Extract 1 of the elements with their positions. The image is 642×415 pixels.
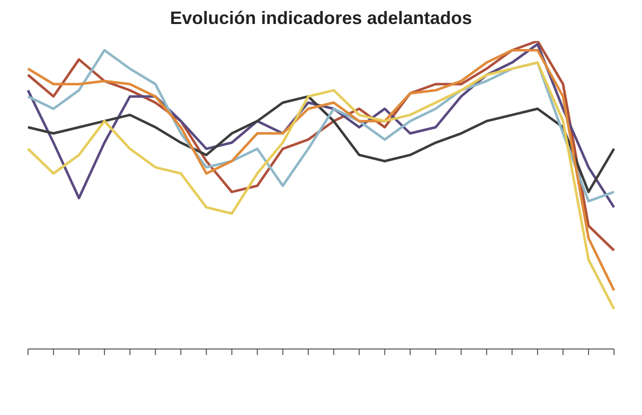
- chart-title: Evolución indicadores adelantados: [168, 8, 474, 29]
